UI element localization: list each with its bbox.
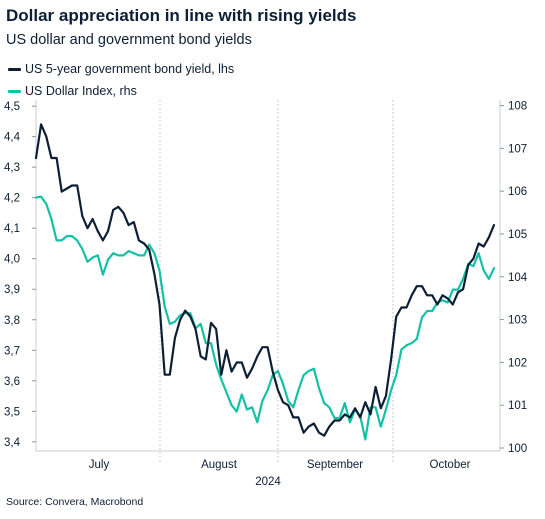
legend-item-bond-yield: US 5-year government bond yield, lhs [8, 58, 234, 80]
legend-item-dollar-index: US Dollar Index, rhs [8, 80, 234, 102]
right-axis-tick-label: 105 [508, 229, 527, 241]
left-axis-tick-label: 4,3 [4, 162, 20, 174]
right-axis-tick-label: 102 [508, 357, 527, 369]
left-axis-tick-label: 4,0 [4, 254, 20, 266]
left-axis-tick-label: 4,1 [4, 223, 20, 235]
legend-label-dollar-index: US Dollar Index, rhs [25, 84, 137, 98]
left-axis-tick-label: 3,5 [4, 406, 20, 418]
left-axis-tick-label: 3,8 [4, 315, 20, 327]
left-axis-tick-label: 4,4 [4, 132, 21, 144]
x-tick-label: July [89, 459, 110, 471]
left-axis-tick-label: 3,7 [4, 345, 20, 357]
right-axis-tick-label: 108 [508, 101, 527, 113]
legend-swatch-dollar-index [8, 89, 21, 93]
source-note: Source: Convera, Macrobond [6, 496, 144, 508]
left-axis-tick-label: 4,2 [4, 193, 20, 205]
right-axis-tick-label: 104 [508, 272, 528, 284]
left-axis-tick-label: 3,9 [4, 284, 20, 296]
legend-swatch-bond-yield [8, 67, 21, 71]
legend-label-bond-yield: US 5-year government bond yield, lhs [25, 62, 235, 76]
left-axis-tick-label: 4,5 [4, 101, 20, 113]
right-axis-tick-label: 101 [508, 400, 527, 412]
right-axis-tick-label: 103 [508, 315, 527, 327]
left-axis-tick-label: 3,6 [4, 376, 20, 388]
x-tick-label: August [201, 459, 238, 471]
right-axis-tick-label: 107 [508, 143, 527, 155]
x-tick-label: September [307, 459, 363, 471]
x-axis-label: 2024 [255, 476, 281, 488]
x-tick-label: October [430, 459, 471, 471]
chart-subtitle: US dollar and government bond yields [6, 32, 252, 48]
right-axis-tick-label: 106 [508, 186, 527, 198]
right-axis-tick-label: 100 [508, 443, 527, 455]
series-line-bond-yield [34, 123, 496, 437]
chart-title: Dollar appreciation in line with rising … [6, 6, 357, 25]
legend: US 5-year government bond yield, lhs US … [8, 58, 234, 102]
series-line-dollar-index [34, 195, 496, 441]
left-axis-tick-label: 3,4 [4, 437, 21, 449]
